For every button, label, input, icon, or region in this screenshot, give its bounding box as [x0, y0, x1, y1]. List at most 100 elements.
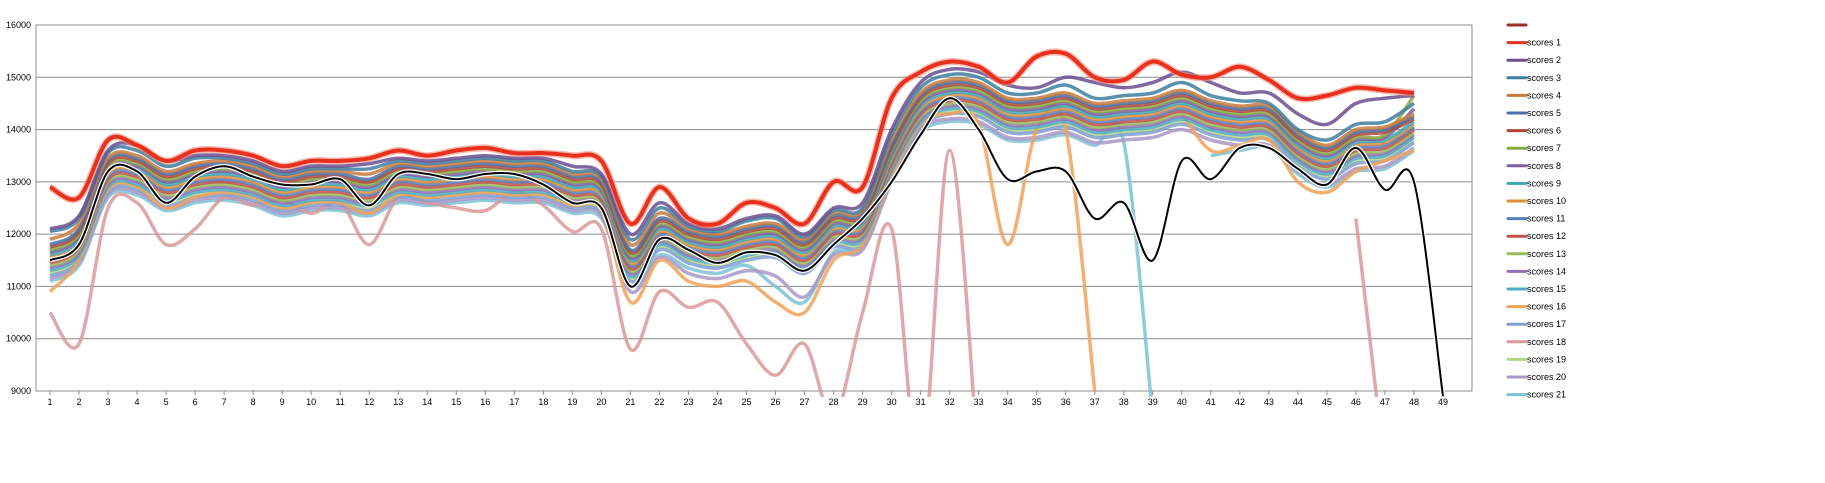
- series-line: [49, 111, 1415, 284]
- x-tick-label: 19: [567, 397, 577, 407]
- x-tick-label: 14: [422, 397, 432, 407]
- series-line: [49, 95, 1415, 268]
- legend-label: scores 17: [1527, 319, 1566, 329]
- y-tick-label: 12000: [6, 229, 31, 239]
- series-line: [49, 90, 1415, 263]
- legend-item: scores 13: [1506, 249, 1566, 259]
- legend-label: scores 2: [1527, 55, 1561, 65]
- x-tick-label: 18: [538, 397, 548, 407]
- legend-label: scores 3: [1527, 73, 1561, 83]
- plot-frame: [35, 24, 1473, 392]
- x-tick-label: 1: [47, 397, 52, 407]
- legend-label: scores 14: [1527, 266, 1566, 276]
- x-tick-label: 2: [77, 397, 82, 407]
- y-tick-label: 9000: [11, 386, 31, 396]
- x-tick-label: 47: [1380, 397, 1390, 407]
- series-line: [49, 72, 1415, 242]
- legend-item: scores 20: [1506, 372, 1566, 382]
- legend-label: scores 4: [1527, 90, 1561, 100]
- x-tick-label: 48: [1409, 397, 1419, 407]
- x-tick-label: 31: [916, 397, 926, 407]
- series-scores-20: [49, 116, 1415, 299]
- series-line: [49, 98, 1415, 271]
- legend-label: scores 19: [1527, 354, 1566, 364]
- legend-item: scores 16: [1506, 302, 1566, 312]
- x-tick-label: 27: [800, 397, 810, 407]
- legend-item: scores 10: [1506, 196, 1566, 206]
- x-tick-label: 9: [280, 397, 285, 407]
- x-tick-label: 15: [451, 397, 461, 407]
- series-scores-10: [49, 93, 1415, 266]
- legend-label: scores 10: [1527, 196, 1566, 206]
- legend-item: scores 18: [1506, 337, 1566, 347]
- x-tick-label: 23: [683, 397, 693, 407]
- x-tick-label: 25: [741, 397, 751, 407]
- grid-layer: [35, 24, 1473, 392]
- y-tick-label: 16000: [6, 20, 31, 30]
- y-tick-label: 13000: [6, 177, 31, 187]
- legend-item: scores 3: [1506, 73, 1561, 83]
- series-scores-11: [49, 95, 1415, 268]
- legend-item: scores 17: [1506, 319, 1566, 329]
- x-tick-label: 36: [1061, 397, 1071, 407]
- x-tick-label: 40: [1177, 397, 1187, 407]
- legend-item: scores 21: [1506, 390, 1566, 400]
- y-tick-label: 11000: [7, 281, 31, 291]
- x-tick-label: 46: [1351, 397, 1361, 407]
- x-tick-label: 17: [509, 397, 519, 407]
- legend-item: scores 12: [1506, 231, 1566, 241]
- x-tick-label: 44: [1293, 397, 1303, 407]
- series-scores-13: [49, 100, 1415, 273]
- series-line: [49, 97, 1444, 397]
- x-tick-label: 21: [625, 397, 635, 407]
- series-layer: [48, 48, 1446, 397]
- x-tick-label: 30: [887, 397, 897, 407]
- x-tick-label: 49: [1438, 397, 1448, 407]
- x-tick-label: 8: [251, 397, 256, 407]
- x-tick-label: 7: [222, 397, 227, 407]
- series-line: [48, 148, 1379, 397]
- legend-label: scores 6: [1527, 126, 1561, 136]
- legend-label: scores 5: [1527, 108, 1561, 118]
- legend-label: scores 12: [1527, 231, 1566, 241]
- legend-item: scores 14: [1506, 266, 1566, 276]
- legend-label: scores 18: [1527, 337, 1566, 347]
- legend-item: scores 7: [1506, 143, 1561, 153]
- legend-item: scores 6: [1506, 126, 1561, 136]
- x-tick-label: 38: [1119, 397, 1129, 407]
- axis-layer: 9000 10000 11000 12000 13000 14000 15000 16000 1…: [6, 20, 1448, 407]
- series-scores-12: [49, 98, 1415, 271]
- series-line: [49, 93, 1415, 266]
- series-line: [49, 87, 1416, 260]
- legend-label: scores 20: [1527, 372, 1566, 382]
- x-tick-label: 32: [945, 397, 955, 407]
- x-tick-label: 41: [1206, 397, 1216, 407]
- x-tick-label: 35: [1032, 397, 1042, 407]
- x-tick-label: 39: [1148, 397, 1158, 407]
- legend-label: scores 7: [1527, 143, 1561, 153]
- legend-label: scores 9: [1527, 178, 1561, 188]
- series-line: [49, 77, 1415, 247]
- series-scores-3: [49, 72, 1415, 242]
- legend-label: scores 1: [1527, 38, 1561, 48]
- legend-label: scores 13: [1527, 249, 1566, 259]
- x-tick-label: 12: [364, 397, 374, 407]
- x-tick-label: 16: [480, 397, 490, 407]
- series-scores-9: [49, 90, 1415, 263]
- y-tick-label: 14000: [6, 125, 31, 135]
- x-tick-label: 26: [771, 397, 781, 407]
- series-line: [49, 49, 1415, 227]
- legend-label: scores 15: [1527, 284, 1566, 294]
- series-scores-8: [49, 87, 1416, 260]
- series-scores-18: [48, 148, 1379, 397]
- x-tick-label: 20: [596, 397, 606, 407]
- x-tick-label: 6: [193, 397, 198, 407]
- legend-item: scores 11: [1506, 214, 1565, 224]
- x-tick-label: 10: [306, 397, 316, 407]
- series-scores-5: [49, 80, 1415, 253]
- series-line: [49, 116, 1415, 299]
- x-tick-label: 24: [712, 397, 722, 407]
- x-tick-label: 11: [336, 397, 345, 407]
